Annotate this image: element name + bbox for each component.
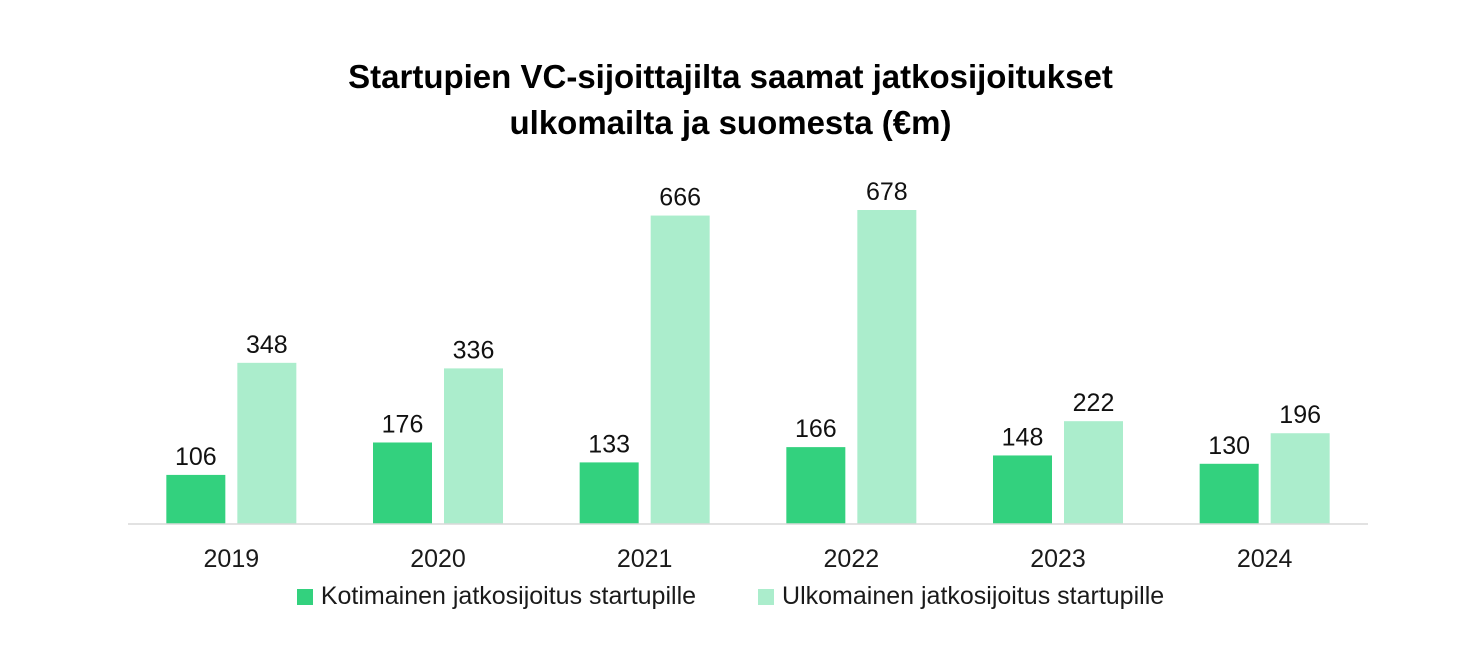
x-tick-label-2019: 2019: [204, 545, 260, 573]
legend-label-domestic: Kotimainen jatkosijoitus startupille: [320, 582, 697, 610]
legend-item-foreign: Ulkomainen jatkosijoitus startupille: [758, 582, 1164, 611]
x-tick-label-2024: 2024: [1237, 545, 1293, 573]
data-label-foreign-2024: 196: [1279, 401, 1321, 429]
data-label-foreign-2023: 222: [1073, 389, 1115, 417]
bar-domestic-2022: [786, 447, 846, 524]
data-label-domestic-2022: 166: [795, 415, 837, 443]
bar-foreign-2019: [237, 362, 297, 524]
bar-foreign-2023: [1064, 421, 1123, 524]
legend-swatch-domestic: [296, 588, 313, 605]
data-label-foreign-2019: 348: [246, 331, 288, 359]
bar-foreign-2021: [650, 215, 710, 524]
bar-domestic-2019: [166, 474, 226, 524]
bar-foreign-2024: [1270, 433, 1330, 524]
bar-foreign-2020: [444, 368, 503, 524]
data-label-domestic-2021: 133: [588, 430, 630, 458]
data-label-domestic-2019: 106: [175, 443, 217, 471]
data-label-foreign-2020: 336: [453, 336, 495, 364]
data-label-foreign-2022: 678: [866, 178, 908, 206]
chart-title-line-2: ulkomailta ja suomesta (€m): [509, 104, 952, 141]
legend-item-domestic: Kotimainen jatkosijoitus startupille: [296, 582, 697, 611]
bar-domestic-2020: [373, 442, 432, 524]
bar-domestic-2021: [579, 462, 639, 524]
x-tick-label-2021: 2021: [617, 545, 673, 573]
legend-swatch-foreign: [758, 588, 775, 605]
chart-title: Startupien VC-sijoittajilta saamat jatko…: [0, 54, 1461, 146]
x-tick-label-2020: 2020: [410, 545, 466, 573]
bar-domestic-2023: [993, 455, 1052, 524]
legend-label-foreign: Ulkomainen jatkosijoitus startupille: [782, 582, 1165, 610]
data-label-domestic-2023: 148: [1002, 423, 1044, 451]
legend: Kotimainen jatkosijoitus startupille Ulk…: [0, 582, 1461, 611]
data-label-foreign-2021: 666: [659, 184, 701, 212]
chart-title-line-1: Startupien VC-sijoittajilta saamat jatko…: [348, 58, 1113, 95]
bar-foreign-2022: [857, 210, 917, 524]
data-label-domestic-2024: 130: [1208, 432, 1250, 460]
x-tick-label-2023: 2023: [1030, 545, 1086, 573]
data-label-domestic-2020: 176: [382, 410, 424, 438]
x-tick-label-2022: 2022: [824, 545, 880, 573]
bar-domestic-2024: [1199, 463, 1259, 524]
